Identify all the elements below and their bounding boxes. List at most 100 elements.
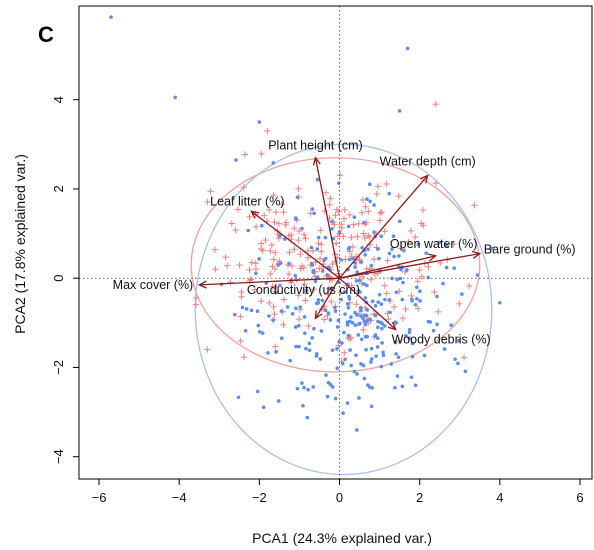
point-plus: [238, 293, 245, 300]
point-dot: [361, 316, 365, 321]
point-dot: [362, 376, 367, 381]
point-dot: [257, 329, 262, 334]
point-plus: [266, 299, 273, 307]
point-dot: [356, 333, 361, 337]
point-plus: [416, 266, 423, 274]
point-plus: [295, 185, 302, 192]
point-plus: [246, 266, 253, 274]
point-dot: [360, 246, 364, 250]
arrow-shaft: [314, 277, 341, 319]
point-plus: [346, 335, 354, 343]
point-dot: [426, 319, 431, 324]
point-dot: [369, 263, 374, 268]
point-dot: [418, 299, 422, 303]
point-plus: [295, 236, 302, 244]
point-dot: [351, 256, 356, 261]
point-plus: [432, 100, 439, 108]
point-dot: [376, 319, 380, 324]
point-dot: [342, 330, 346, 335]
point-dot: [391, 234, 396, 238]
point-dot: [302, 385, 306, 390]
point-dot: [410, 299, 414, 303]
point-dot: [369, 404, 374, 409]
point-dot: [358, 290, 362, 294]
loading-arrow: Water depth (cm): [339, 155, 476, 279]
plot-frame: [78, 5, 593, 480]
point-dot: [359, 314, 363, 318]
arrow-shaft: [339, 175, 429, 279]
point-dot: [310, 336, 314, 340]
point-dot: [236, 395, 241, 400]
arrow-shaft: [199, 277, 340, 286]
point-plus: [287, 231, 295, 239]
point-plus: [259, 247, 266, 254]
point-dot: [293, 273, 298, 278]
arrow-shaft: [339, 253, 480, 279]
point-plus: [262, 236, 269, 244]
point-dot: [326, 380, 331, 385]
point-dot: [372, 203, 376, 207]
point-dot: [313, 279, 318, 284]
point-dot: [304, 288, 309, 292]
x-tick-label: 0: [336, 490, 343, 505]
point-dot: [339, 258, 344, 262]
point-plus: [278, 201, 285, 208]
point-dot: [376, 325, 380, 330]
point-plus: [237, 313, 244, 320]
point-plus: [356, 256, 363, 263]
point-dot: [413, 383, 418, 388]
ellipse-group_a: [190, 157, 481, 373]
point-plus: [341, 349, 348, 356]
point-dot: [389, 362, 394, 366]
point-plus: [270, 303, 277, 311]
point-dot: [274, 350, 278, 354]
point-plus: [407, 227, 415, 235]
point-dot: [396, 355, 401, 360]
point-dot: [414, 285, 419, 290]
point-plus: [301, 280, 308, 288]
point-plus: [411, 233, 419, 241]
point-dot: [276, 399, 281, 403]
arrow-shaft: [339, 255, 436, 279]
point-plus: [395, 192, 402, 200]
point-dot: [435, 322, 439, 327]
point-dot: [335, 325, 340, 329]
point-dot: [330, 219, 334, 224]
point-dot: [370, 386, 374, 390]
loading-label: Water depth (cm): [380, 155, 476, 169]
point-plus: [432, 179, 440, 187]
point-dot: [357, 278, 362, 283]
point-dot: [243, 328, 248, 333]
point-dot: [316, 235, 321, 240]
point-plus: [334, 233, 342, 240]
point-dot: [345, 323, 350, 327]
point-dot: [358, 321, 362, 326]
y-axis-label: PCA2 (17.8% explained var.): [12, 154, 28, 334]
point-dot: [365, 334, 369, 339]
point-dot: [260, 223, 264, 228]
point-plus: [384, 257, 391, 264]
point-dot: [456, 338, 461, 343]
point-dot: [339, 297, 344, 302]
arrow-shaft: [250, 210, 340, 279]
point-plus: [271, 219, 278, 226]
axes: −6 −4 −2 0 2 4 6 −4 −2 0 2 4: [51, 5, 593, 505]
point-dot: [401, 280, 405, 285]
point-plus: [247, 276, 255, 283]
point-dot: [320, 298, 325, 303]
point-plus: [269, 283, 276, 290]
point-dot: [346, 247, 351, 251]
point-plus: [329, 260, 336, 268]
point-plus: [204, 198, 211, 206]
point-dot: [397, 254, 401, 258]
point-plus: [258, 150, 265, 158]
point-dot: [399, 267, 403, 272]
point-dot: [309, 245, 314, 250]
point-dot: [349, 315, 353, 319]
point-plus: [414, 278, 421, 285]
point-plus: [297, 250, 304, 258]
point-plus: [270, 256, 277, 263]
arrow-head: [471, 250, 482, 259]
point-dot: [257, 120, 262, 124]
